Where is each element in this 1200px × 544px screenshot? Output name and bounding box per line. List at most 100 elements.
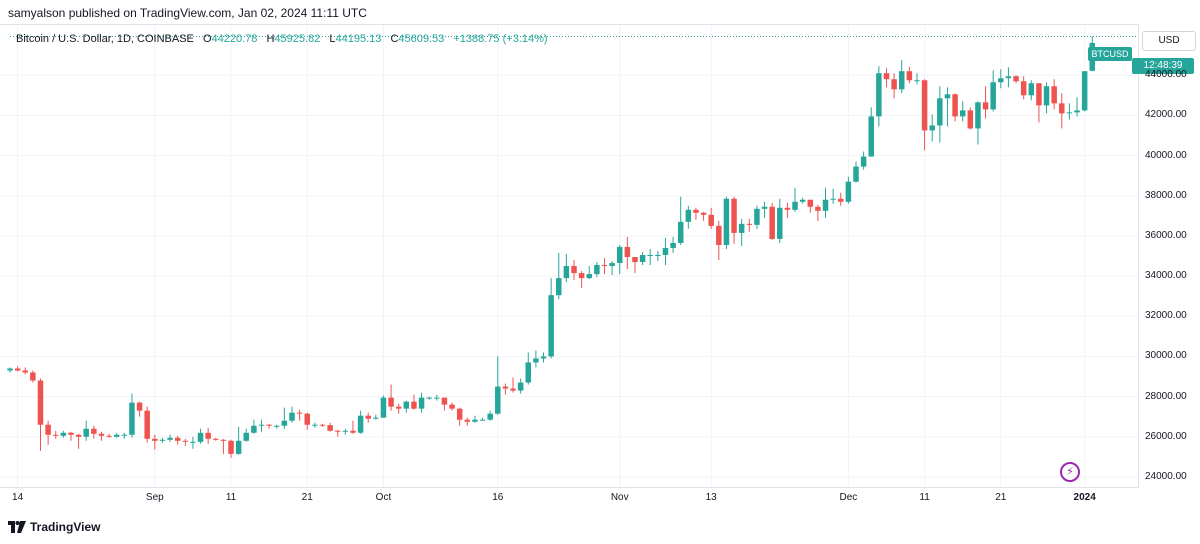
candle-body [647, 254, 653, 256]
candle [258, 419, 265, 432]
candle-body [815, 206, 821, 211]
candle-body [517, 382, 524, 391]
candle [876, 66, 882, 127]
candle [754, 205, 760, 229]
candle [990, 70, 996, 112]
x-tick-label: Dec [839, 492, 858, 503]
candle [822, 187, 829, 218]
candle [30, 370, 36, 383]
close-value: 45609.53 [398, 33, 445, 45]
candle-body [1081, 71, 1088, 111]
candle-body [167, 437, 173, 440]
candle [350, 420, 356, 434]
candle [228, 439, 234, 458]
candle [304, 412, 310, 430]
candle [784, 202, 791, 218]
candle-body [304, 413, 310, 425]
chart-area[interactable] [0, 24, 1138, 488]
candle-body [289, 412, 295, 421]
candle [434, 394, 440, 401]
candle-body [30, 372, 36, 381]
candle [525, 352, 532, 385]
candle-body [121, 434, 128, 436]
high-label: H [266, 33, 275, 45]
candle-body [830, 198, 836, 200]
candle [921, 79, 928, 151]
candle-body [152, 438, 158, 441]
candle-body [548, 295, 554, 357]
candle [52, 430, 59, 439]
open-label: O [202, 33, 212, 45]
candle [616, 244, 623, 275]
lightning-icon[interactable]: ⚡ [1060, 462, 1080, 482]
candle-body [449, 404, 455, 409]
currency-button[interactable]: USD [1142, 31, 1196, 51]
price-axis[interactable] [1138, 24, 1200, 488]
candle [914, 73, 920, 85]
x-tick-label: 21 [995, 492, 1007, 503]
candle [548, 278, 554, 359]
candle-body [235, 440, 242, 454]
y-tick-label: 36000.00 [1145, 229, 1187, 241]
candle-body [220, 439, 227, 441]
candle [700, 211, 707, 221]
candle [731, 196, 737, 244]
candle-body [586, 274, 592, 279]
candle [456, 407, 463, 426]
candle [182, 438, 189, 446]
candle-body [716, 225, 722, 245]
candle-body [228, 440, 234, 454]
candle [113, 432, 120, 438]
candle-body [312, 424, 318, 426]
candle [906, 67, 913, 84]
candle-body [334, 430, 341, 432]
x-tick-label: 11 [919, 492, 930, 503]
candle [639, 251, 646, 266]
candle-body [113, 434, 120, 437]
candle [723, 196, 730, 249]
candle [845, 176, 852, 204]
footer-branding[interactable]: TradingView [8, 520, 100, 534]
candle-body [434, 397, 440, 399]
candle [319, 423, 326, 427]
candle [479, 417, 486, 421]
y-tick-label: 34000.00 [1145, 270, 1187, 282]
close-label: C [390, 33, 399, 45]
candle [1005, 67, 1012, 88]
candle [853, 161, 859, 183]
candle [517, 378, 524, 394]
candle-body [342, 430, 349, 432]
candle-body [1043, 86, 1050, 106]
candle [982, 86, 989, 119]
candle [1036, 83, 1042, 123]
candle-body [1020, 81, 1027, 96]
candle [883, 68, 890, 88]
candle [464, 417, 471, 426]
y-tick-label: 42000.00 [1145, 109, 1187, 121]
candle-body [213, 438, 219, 440]
candle-body [723, 198, 730, 245]
candle [388, 384, 394, 411]
candle [586, 266, 592, 280]
candle-body [693, 209, 699, 213]
candle [540, 352, 547, 363]
candle [487, 410, 493, 421]
candle-body [441, 397, 448, 405]
candle [68, 431, 74, 441]
candle [959, 101, 966, 122]
candle [106, 433, 112, 438]
candle-body [937, 98, 943, 126]
candle-body [456, 408, 463, 420]
candle [624, 236, 631, 270]
candle [632, 257, 638, 274]
candle [838, 192, 844, 206]
candle-body [799, 199, 806, 202]
candle-body [411, 401, 417, 409]
y-tick-label: 44000.00 [1145, 69, 1187, 81]
candle [807, 199, 814, 213]
y-tick-label: 30000.00 [1145, 350, 1187, 362]
candle-body [792, 201, 798, 210]
tradingview-brand: TradingView [30, 520, 101, 534]
candle-body [700, 212, 707, 215]
candle-body [883, 73, 890, 80]
